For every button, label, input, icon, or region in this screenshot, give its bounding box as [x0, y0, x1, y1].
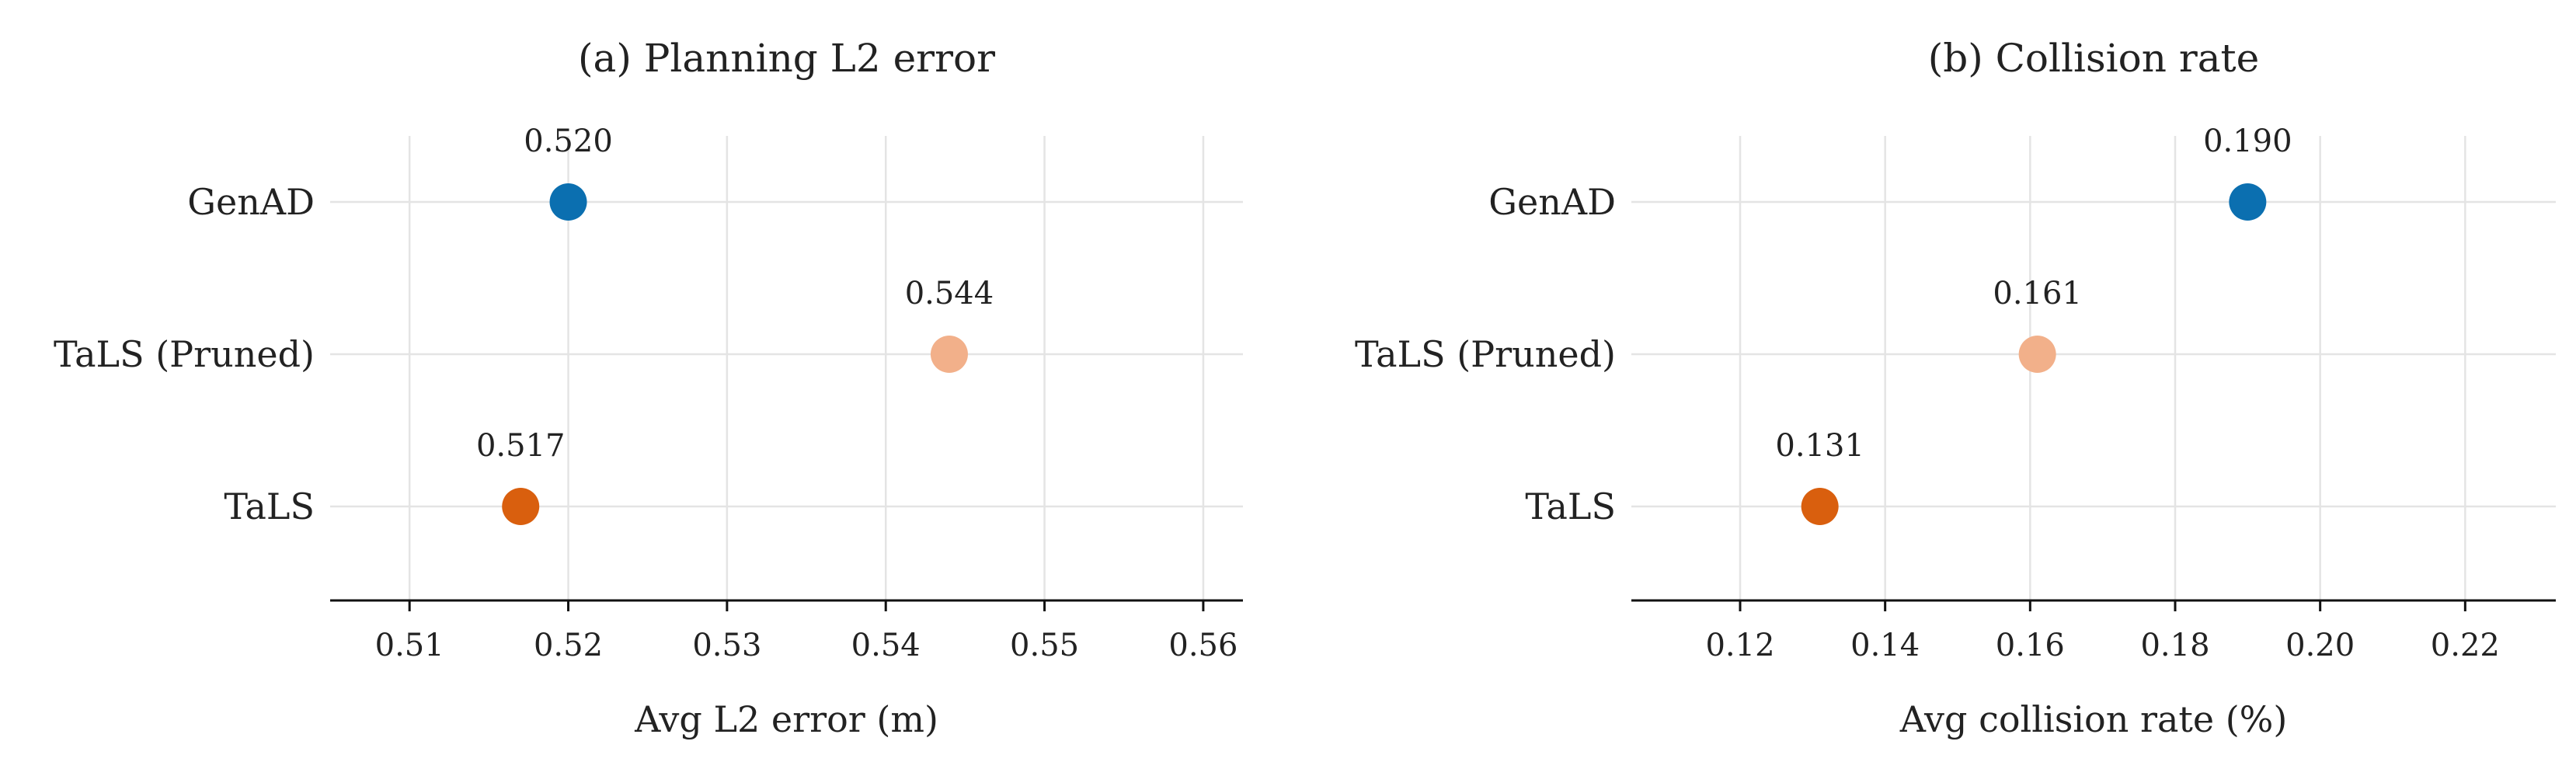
data-label-tals: 0.131: [1775, 428, 1864, 464]
data-point-tals-pruned: [930, 336, 968, 373]
data-point-genad: [549, 183, 587, 221]
data-label-tals: 0.517: [476, 428, 566, 464]
data-label-tals-pruned: 0.544: [905, 276, 994, 311]
x-tick-label: 0.20: [2285, 628, 2355, 663]
x-tick-label: 0.51: [375, 628, 444, 663]
data-point-tals-pruned: [2018, 336, 2056, 373]
data-label-tals-pruned: 0.161: [1993, 276, 2082, 311]
x-tick-label: 0.56: [1168, 628, 1238, 663]
category-label-genad: GenAD: [1488, 181, 1616, 223]
data-point-tals: [502, 488, 540, 525]
category-label-tals-pruned: TaLS (Pruned): [54, 333, 315, 375]
x-tick-label: 0.52: [534, 628, 603, 663]
data-label-genad: 0.520: [524, 124, 613, 159]
category-label-tals: TaLS: [1525, 485, 1616, 527]
x-tick-label: 0.54: [851, 628, 921, 663]
x-tick-label: 0.14: [1850, 628, 1920, 663]
data-point-tals: [1801, 488, 1839, 525]
x-axis-label: Avg collision rate (%): [1899, 698, 2288, 740]
chart-title: (b) Collision rate: [1928, 36, 2260, 81]
x-tick-label: 0.12: [1705, 628, 1774, 663]
x-tick-label: 0.22: [2431, 628, 2500, 663]
panel-collision-rate: (b) Collision rate 0.12 0.14 0.16 0.18 0.20 0.…: [1355, 36, 2556, 740]
x-tick-label: 0.18: [2140, 628, 2209, 663]
data-point-genad: [2229, 183, 2267, 221]
x-tick-label: 0.53: [692, 628, 761, 663]
x-tick-label: 0.55: [1010, 628, 1079, 663]
data-label-genad: 0.190: [2203, 124, 2292, 159]
chart-title: (a) Planning L2 error: [578, 36, 995, 81]
panel-planning-l2-error: (a) Planning L2 error 0.51 0.52 0.53 0.54 0.5…: [54, 36, 1243, 740]
category-label-genad: GenAD: [187, 181, 315, 223]
x-axis-label: Avg L2 error (m): [634, 698, 938, 740]
category-label-tals: TaLS: [224, 485, 315, 527]
category-label-tals-pruned: TaLS (Pruned): [1355, 333, 1616, 375]
x-tick-label: 0.16: [1996, 628, 2065, 663]
